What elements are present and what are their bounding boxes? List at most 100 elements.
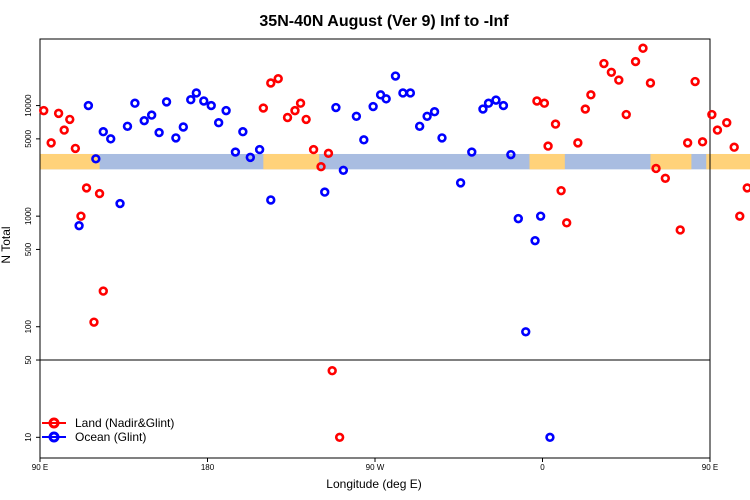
ocean-point <box>91 154 101 164</box>
ocean-point <box>359 135 369 145</box>
land-point <box>290 105 300 116</box>
y-tick-label: 10000 <box>24 94 33 117</box>
land-point <box>316 162 326 172</box>
ocean-point <box>429 107 440 117</box>
ocean-point <box>530 235 540 246</box>
land-point <box>707 109 717 120</box>
ocean-point <box>414 121 425 131</box>
land-point <box>735 211 745 221</box>
x-tick-label: 90 E <box>32 463 48 472</box>
land-point <box>630 56 641 67</box>
ocean-point <box>122 121 133 131</box>
ocean-point <box>254 144 265 155</box>
ocean-point <box>238 127 248 137</box>
ocean-point <box>381 94 391 104</box>
ocean-point <box>98 127 108 137</box>
y-tick-label: 50 <box>24 355 33 364</box>
markers <box>39 43 750 443</box>
y-axis-label: N Total <box>0 226 13 263</box>
land-point <box>614 75 624 85</box>
ocean-point <box>498 100 509 111</box>
land-point <box>675 225 685 235</box>
ocean-point <box>191 88 202 98</box>
land-point <box>39 105 49 116</box>
ocean-point <box>390 71 401 81</box>
land-point <box>543 141 553 151</box>
x-tick-label: 180 <box>201 463 215 472</box>
land-point <box>573 138 583 148</box>
x-tick-label: 90 E <box>702 463 718 472</box>
land-point <box>539 98 550 108</box>
ocean-point <box>206 100 216 111</box>
y-axis: 10 50 100 500 1000 5000 10000 <box>24 94 40 442</box>
land-point <box>722 118 732 128</box>
ocean-point <box>74 220 84 231</box>
land-point <box>258 103 269 113</box>
land-point <box>556 185 566 196</box>
land-point <box>266 78 276 88</box>
y-tick-label: 10 <box>24 432 33 441</box>
ocean-point <box>186 95 196 105</box>
ocean-point <box>221 105 231 116</box>
land-point <box>712 125 723 135</box>
land-point <box>70 143 81 154</box>
land-point <box>308 144 319 155</box>
ocean-point <box>467 147 477 157</box>
ocean-point <box>171 133 181 143</box>
land-point <box>295 98 306 108</box>
ocean-point <box>115 198 125 209</box>
legend-land-label: Land (Nadir&Glint) <box>75 416 174 430</box>
ocean-point <box>139 115 149 126</box>
ocean-point <box>161 97 172 107</box>
legend-land-marker <box>48 417 60 429</box>
land-strip-segment <box>706 153 750 170</box>
legend: Land (Nadir&Glint) Ocean (Glint) <box>42 416 174 444</box>
x-tick-label: 0 <box>540 463 545 472</box>
land-point <box>660 173 671 183</box>
land-point <box>550 119 561 129</box>
land-point <box>599 58 609 69</box>
land-point <box>621 109 631 120</box>
land-point <box>53 108 64 119</box>
y-tick-label: 1000 <box>24 207 33 225</box>
land-point <box>729 142 739 152</box>
ocean-point <box>491 95 501 105</box>
land-point <box>98 286 108 296</box>
ocean-point <box>245 152 256 163</box>
land-strip-segment <box>529 153 565 170</box>
ocean-point <box>513 213 524 224</box>
ocean-point <box>106 134 116 144</box>
ocean-point <box>405 88 416 98</box>
ocean-point <box>521 327 531 337</box>
ocean-point <box>146 110 157 120</box>
ocean-point <box>351 111 362 121</box>
ocean-point <box>230 147 241 157</box>
land-point <box>323 148 334 159</box>
ocean-point <box>422 111 432 121</box>
land-point <box>697 137 708 147</box>
ocean-point <box>178 122 189 132</box>
land-strip-segment <box>263 153 320 170</box>
y-tick-label: 5000 <box>24 129 33 147</box>
land-point <box>690 76 700 87</box>
land-point <box>65 114 75 125</box>
land-point <box>94 188 105 199</box>
ocean-point <box>455 178 466 188</box>
ocean-strip <box>40 153 710 170</box>
ocean-point <box>545 432 555 443</box>
land-point <box>645 78 656 88</box>
land-point <box>301 114 311 125</box>
land-point <box>742 183 750 193</box>
land-point <box>580 104 591 114</box>
ocean-point <box>535 211 546 221</box>
land-point <box>682 138 693 148</box>
ocean-point <box>331 102 341 113</box>
ocean-point <box>154 127 164 138</box>
land-point <box>76 211 86 221</box>
land-point <box>638 43 648 53</box>
land-point <box>81 183 92 193</box>
ocean-point <box>130 98 140 108</box>
ocean-point <box>483 98 494 108</box>
land-point <box>327 366 337 376</box>
